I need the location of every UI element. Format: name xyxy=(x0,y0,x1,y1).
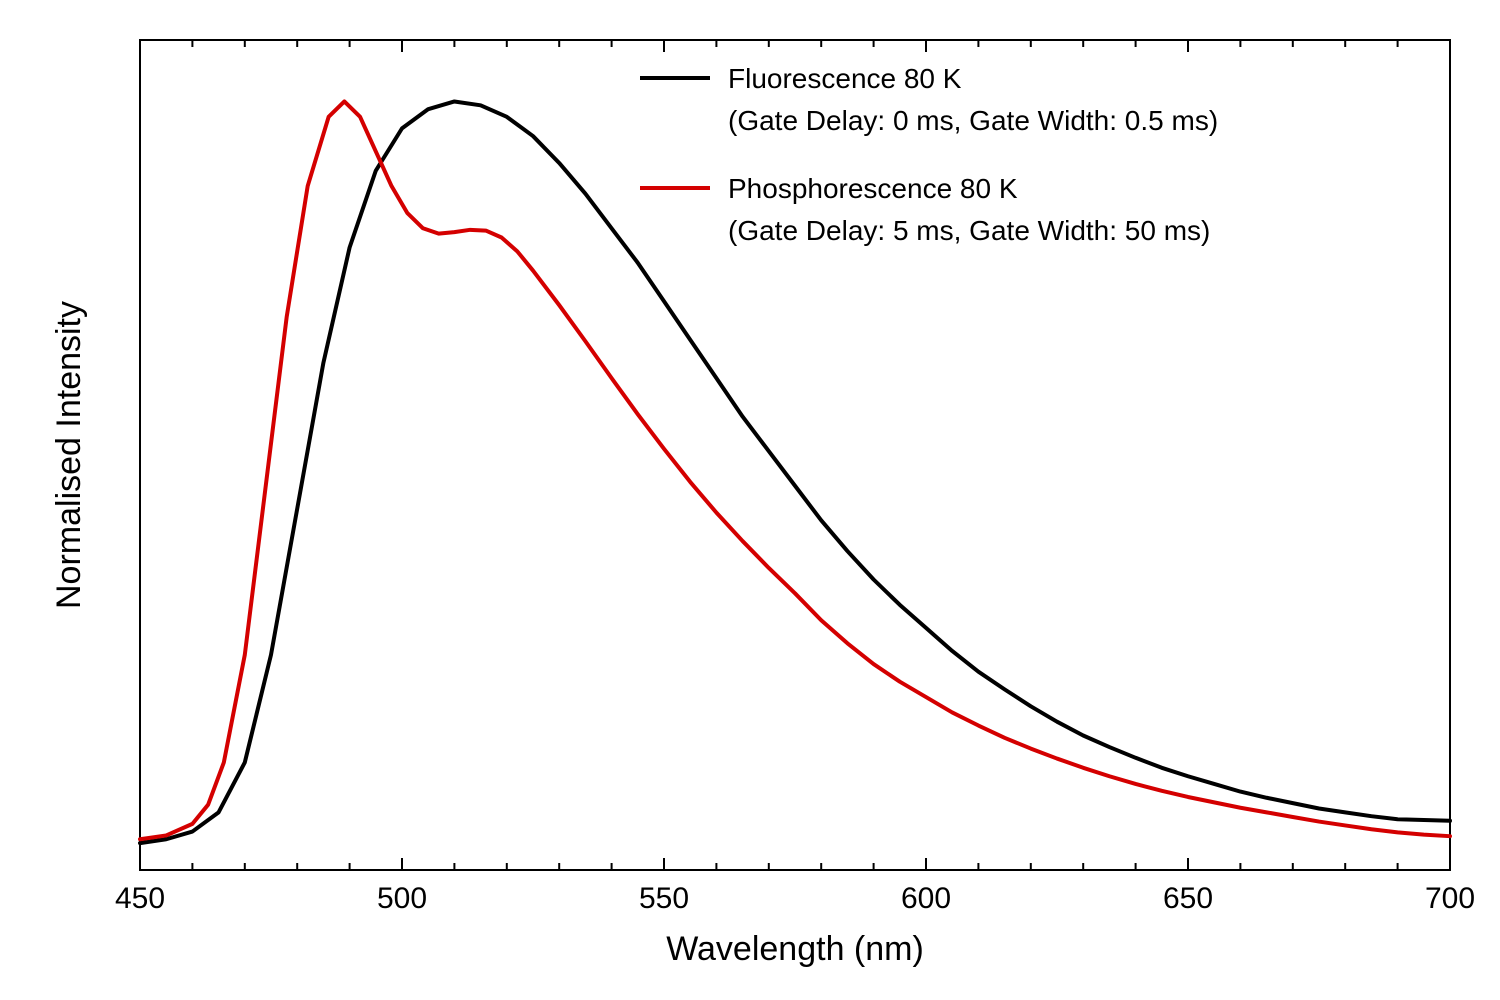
x-tick-label: 450 xyxy=(115,882,165,915)
x-axis-label: Wavelength (nm) xyxy=(666,930,924,968)
legend-label-fluorescence-line1: (Gate Delay: 0 ms, Gate Width: 0.5 ms) xyxy=(728,105,1218,136)
x-tick-label: 500 xyxy=(377,882,427,915)
spectra-chart: 450 500 550 600 650 700 Wavelength (nm) Normali… xyxy=(0,0,1500,1000)
legend-label-phosphorescence-line1: (Gate Delay: 5 ms, Gate Width: 50 ms) xyxy=(728,215,1210,246)
x-tick-label: 650 xyxy=(1163,882,1213,915)
legend-label-fluorescence-line0: Fluorescence 80 K xyxy=(728,63,962,94)
x-tick-label: 600 xyxy=(901,882,951,915)
chart-svg: 450 500 550 600 650 700 Wavelength (nm) Normali… xyxy=(0,0,1500,1000)
y-axis-label: Normalised Intensity xyxy=(50,301,88,609)
x-tick-label: 700 xyxy=(1425,882,1475,915)
x-tick-label: 550 xyxy=(639,882,689,915)
legend-label-phosphorescence-line0: Phosphorescence 80 K xyxy=(728,173,1018,204)
